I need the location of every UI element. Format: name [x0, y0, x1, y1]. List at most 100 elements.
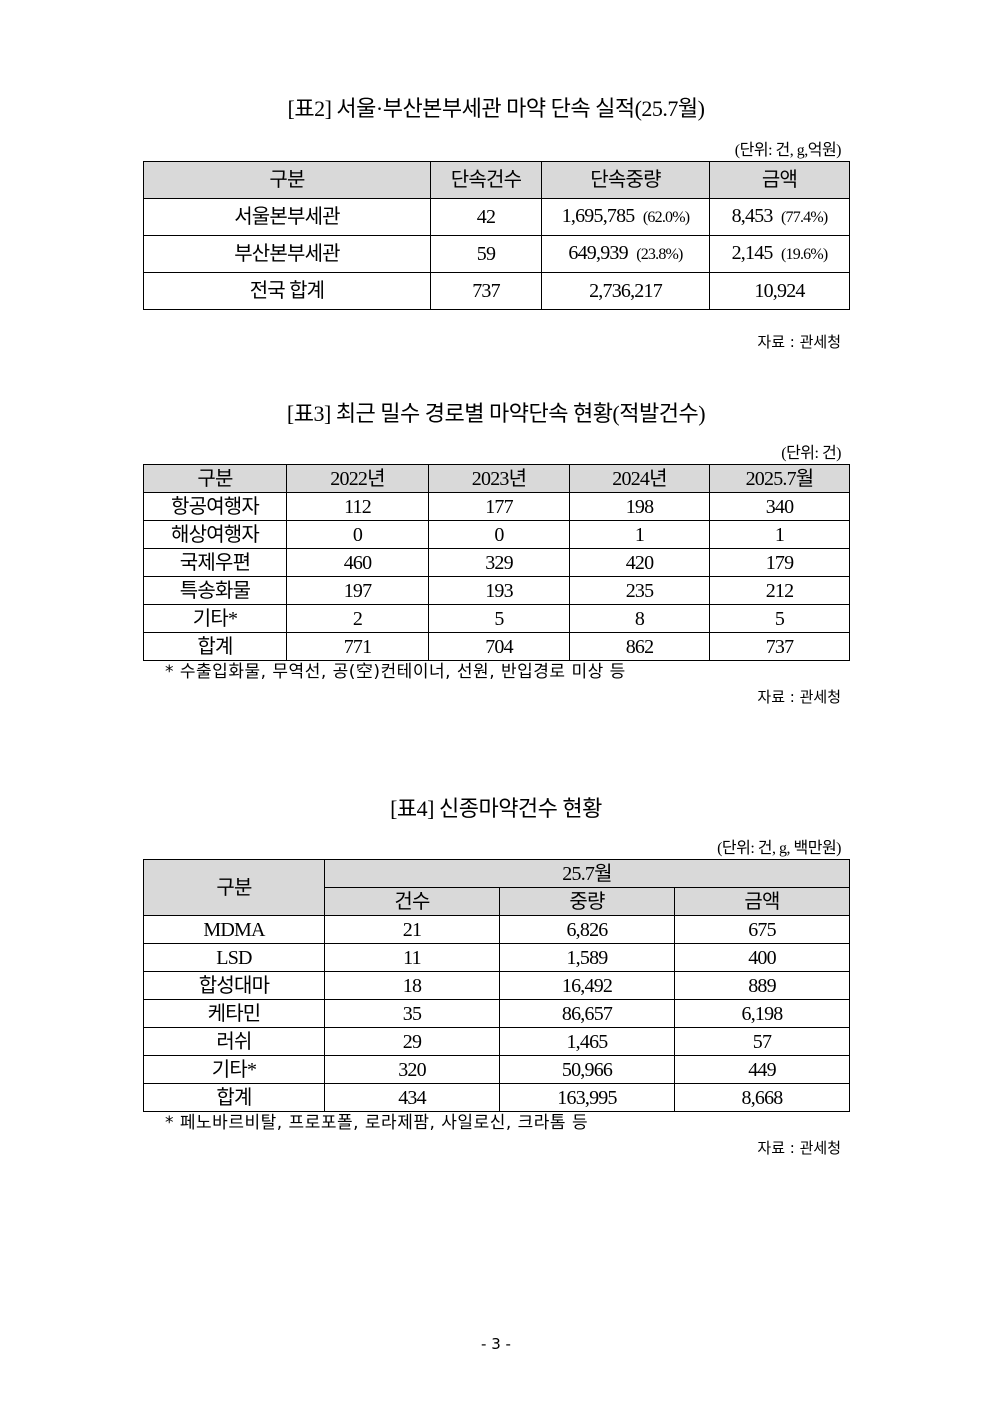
amount-value: 2,145 — [731, 242, 774, 264]
table-row: 항공여행자 112 177 198 340 — [143, 492, 850, 521]
table2-header: 단속건수 — [430, 161, 542, 199]
value-cell: 320 — [324, 1055, 500, 1084]
table3-header-row: 구분 2022년 2023년 2024년 2025.7월 — [143, 464, 850, 493]
value-cell: 1 — [569, 520, 710, 549]
value-cell: 1,465 — [499, 1027, 675, 1056]
table-row: 전국 합계 737 2,736,217 10,924 — [143, 272, 850, 310]
value-cell: 198 — [569, 492, 710, 521]
value-cell: 449 — [673, 1055, 851, 1084]
table-row: 합성대마 18 16,492 889 — [143, 971, 851, 1000]
value-cell: 57 — [673, 1027, 851, 1056]
amount-cell: 2,145 (19.6%) — [709, 235, 850, 273]
table-row: LSD 11 1,589 400 — [143, 943, 851, 972]
count-cell: 737 — [430, 272, 542, 310]
value-cell: 112 — [286, 492, 429, 521]
row-label: 합계 — [143, 632, 287, 661]
value-cell: 771 — [286, 632, 429, 661]
row-label: 러쉬 — [143, 1027, 325, 1056]
value-cell: 400 — [673, 943, 851, 972]
table3-header: 구분 — [143, 464, 287, 493]
value-cell: 6,198 — [673, 999, 851, 1028]
table-row: 기타* 320 50,966 449 — [143, 1055, 851, 1084]
weight-cell: 2,736,217 — [541, 272, 710, 310]
row-label: 케타민 — [143, 999, 325, 1028]
table-row: 특송화물 197 193 235 212 — [143, 576, 850, 605]
table2: 구분 단속건수 단속중량 금액 서울본부세관 42 1,695,785 (62.0%… — [143, 161, 850, 310]
value-cell: 212 — [709, 576, 850, 605]
table2-header-row: 구분 단속건수 단속중량 금액 — [143, 161, 850, 199]
table2-unit: (단위: 건, g,억원) — [734, 142, 842, 159]
value-cell: 6,826 — [499, 915, 675, 944]
value-cell: 11 — [324, 943, 500, 972]
value-cell: 0 — [286, 520, 429, 549]
table-row: 해상여행자 0 0 1 1 — [143, 520, 850, 549]
value-cell: 460 — [286, 548, 429, 577]
value-cell: 86,657 — [499, 999, 675, 1028]
value-cell: 1 — [709, 520, 850, 549]
value-cell: 329 — [428, 548, 570, 577]
table3-header: 2023년 — [428, 464, 570, 493]
page-number: - 3 - — [481, 1335, 511, 1353]
value-cell: 737 — [709, 632, 850, 661]
amount-value: 10,924 — [754, 280, 805, 302]
table-row: 서울본부세관 42 1,695,785 (62.0%) 8,453 (77.4%) — [143, 198, 850, 236]
value-cell: 889 — [673, 971, 851, 1000]
table3-source: 자료 : 관세청 — [757, 688, 841, 706]
value-cell: 50,966 — [499, 1055, 675, 1084]
weight-percent: (23.8%) — [636, 246, 683, 263]
row-label: 특송화물 — [143, 576, 287, 605]
value-cell: 340 — [709, 492, 850, 521]
table4-subheader: 중량 — [499, 887, 675, 916]
row-label: 합계 — [143, 1083, 325, 1112]
value-cell: 235 — [569, 576, 710, 605]
table3-title: [표3] 최근 밀수 경로별 마약단속 현황(적발건수) — [286, 401, 706, 426]
row-label: 기타* — [143, 1055, 325, 1084]
value-cell: 862 — [569, 632, 710, 661]
table4-header-group: 25.7월 — [323, 859, 851, 888]
table4-header-label: 구분 — [143, 859, 325, 916]
table-row: 국제우편 460 329 420 179 — [143, 548, 850, 577]
table2-source: 자료 : 관세청 — [757, 333, 841, 351]
value-cell: 177 — [428, 492, 570, 521]
value-cell: 5 — [709, 604, 850, 633]
value-cell: 420 — [569, 548, 710, 577]
row-label: LSD — [143, 943, 325, 972]
row-label: 서울본부세관 — [143, 198, 431, 236]
table2-section: [표2] 서울·부산본부세관 마약 단속 실적(25.7월) (단위: 건, g… — [143, 96, 850, 352]
value-cell: 5 — [428, 604, 570, 633]
table2-title: [표2] 서울·부산본부세관 마약 단속 실적(25.7월) — [287, 96, 705, 121]
value-cell: 21 — [324, 915, 500, 944]
row-label: MDMA — [143, 915, 325, 944]
table-row: 기타* 2 5 8 5 — [143, 604, 850, 633]
table2-header: 단속중량 — [541, 161, 710, 199]
value-cell: 0 — [428, 520, 570, 549]
weight-cell: 649,939 (23.8%) — [541, 235, 710, 273]
table4-header-row: 구분 25.7월 — [143, 859, 851, 916]
value-cell: 8 — [569, 604, 710, 633]
weight-value: 649,939 — [568, 242, 628, 264]
value-cell: 197 — [286, 576, 429, 605]
weight-percent: (62.0%) — [642, 209, 690, 226]
count-cell: 42 — [430, 198, 542, 236]
table4: 구분 25.7월 건수 중량 금액 MDMA 21 6,826 675 LSD 11 1,5… — [143, 859, 851, 1112]
value-cell: 179 — [709, 548, 850, 577]
table4-unit: (단위: 건, g, 백만원) — [717, 840, 841, 857]
value-cell: 16,492 — [499, 971, 675, 1000]
value-cell: 35 — [324, 999, 500, 1028]
row-label: 전국 합계 — [143, 272, 431, 310]
row-label: 국제우편 — [143, 548, 287, 577]
table2-header: 금액 — [709, 161, 850, 199]
weight-cell: 1,695,785 (62.0%) — [541, 198, 710, 236]
table4-source: 자료 : 관세청 — [757, 1139, 841, 1157]
weight-value: 2,736,217 — [589, 280, 663, 302]
table4-note: * 페노바르비탈, 프로포폴, 로라제팜, 사일로신, 크라톰 등 — [165, 1113, 589, 1133]
value-cell: 8,668 — [673, 1083, 851, 1112]
table-row: 합계 771 704 862 737 — [143, 632, 850, 661]
table3-header: 2022년 — [286, 464, 429, 493]
table3-header: 2025.7월 — [709, 464, 850, 493]
value-cell: 2 — [286, 604, 429, 633]
table4-section: [표4] 신종마약건수 현황 (단위: 건, g, 백만원) 구분 25.7월 … — [143, 796, 851, 1158]
value-cell: 29 — [324, 1027, 500, 1056]
value-cell: 1,589 — [499, 943, 675, 972]
value-cell: 704 — [428, 632, 570, 661]
